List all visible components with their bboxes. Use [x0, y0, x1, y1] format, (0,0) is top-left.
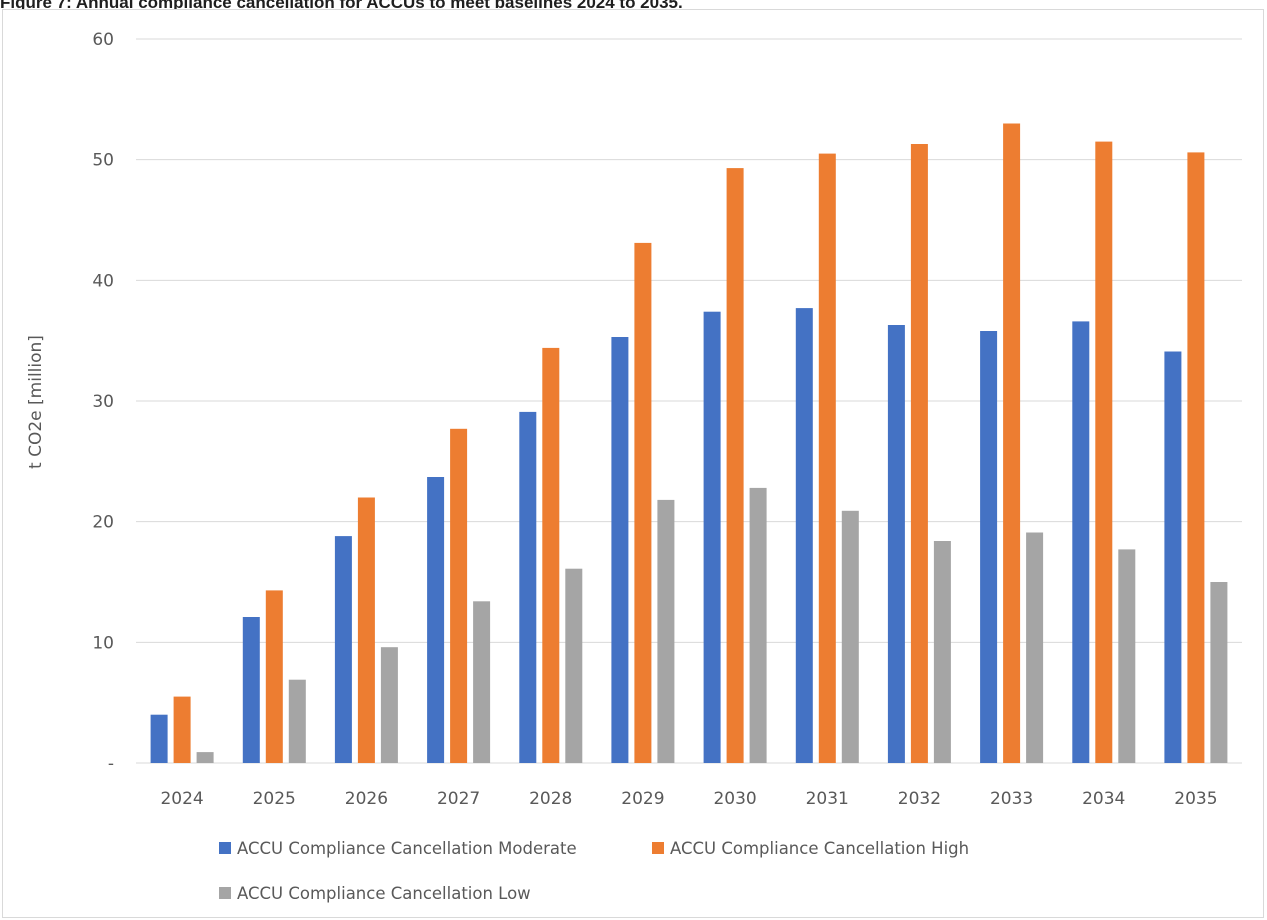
bar-2032-high	[910, 144, 928, 763]
legend-label: ACCU Compliance Cancellation High	[670, 839, 969, 858]
x-axis-ticks: 2024 2025 2026 2027 2028 2029 2030 2031 2032 2033…	[160, 789, 1217, 809]
legend-swatch	[219, 887, 231, 899]
y-tick-label: 30	[92, 392, 114, 412]
bar-2033-low	[1026, 532, 1044, 763]
legend: ACCU Compliance Cancellation Moderate ACC…	[219, 839, 969, 903]
bar-2028-low	[565, 568, 583, 763]
bar-2035-moderate	[1164, 351, 1182, 763]
bar-2030-low	[749, 487, 767, 763]
bar-2028-high	[542, 347, 560, 763]
bar-2029-moderate	[611, 337, 629, 763]
legend-swatch	[219, 842, 231, 854]
legend-item: ACCU Compliance Cancellation High	[652, 839, 969, 858]
bar-2034-moderate	[1072, 321, 1090, 763]
y-axis-title: t CO2e [million]	[26, 335, 46, 469]
bar-2026-low	[380, 647, 398, 763]
chart-frame	[2, 9, 1264, 918]
bar-2029-low	[657, 499, 675, 763]
y-tick-label: 10	[92, 633, 114, 653]
bar-2024-moderate	[150, 714, 168, 763]
bar-2028-moderate	[519, 411, 537, 763]
y-tick-label: -	[108, 754, 114, 774]
bar-2033-moderate	[980, 331, 998, 763]
legend-label: ACCU Compliance Cancellation Moderate	[237, 839, 577, 858]
x-tick-label: 2030	[713, 789, 756, 809]
bar-2032-moderate	[887, 325, 905, 763]
x-tick-label: 2024	[160, 789, 203, 809]
x-tick-label: 2026	[345, 789, 388, 809]
bar-2027-low	[473, 601, 491, 763]
y-tick-label: 20	[92, 513, 114, 533]
x-tick-label: 2029	[621, 789, 664, 809]
bar-2030-moderate	[703, 311, 721, 763]
bar-2024-high	[173, 696, 191, 763]
bar-2030-high	[726, 168, 744, 764]
bar-2031-moderate	[795, 308, 813, 763]
bar-2034-low	[1118, 549, 1136, 763]
bar-2027-high	[450, 428, 468, 763]
bar-2031-low	[841, 510, 859, 763]
legend-item: ACCU Compliance Cancellation Moderate	[219, 839, 577, 858]
x-tick-label: 2035	[1174, 789, 1217, 809]
x-tick-label: 2025	[253, 789, 296, 809]
x-tick-label: 2033	[990, 789, 1033, 809]
legend-swatch	[652, 842, 664, 854]
bar-2034-high	[1095, 141, 1113, 764]
bar-2035-low	[1210, 582, 1228, 763]
y-tick-label: 60	[92, 30, 114, 50]
x-tick-label: 2034	[1082, 789, 1125, 809]
bar-2026-high	[357, 497, 375, 763]
y-tick-label: 50	[92, 151, 114, 171]
bar-2025-moderate	[242, 617, 260, 763]
y-tick-label: 40	[92, 271, 114, 291]
bar-2026-moderate	[334, 536, 352, 763]
x-tick-label: 2028	[529, 789, 572, 809]
bars	[150, 123, 1228, 764]
x-tick-label: 2032	[898, 789, 941, 809]
bar-2033-high	[1003, 123, 1021, 763]
bar-2024-low	[196, 752, 214, 763]
bar-2027-moderate	[427, 477, 445, 763]
legend-item: ACCU Compliance Cancellation Low	[219, 884, 531, 903]
bar-2029-high	[634, 242, 652, 763]
bar-2025-high	[265, 590, 283, 763]
bar-2031-high	[818, 153, 836, 764]
legend-label: ACCU Compliance Cancellation Low	[237, 884, 531, 903]
bar-2032-low	[933, 541, 951, 763]
y-axis-ticks: - 10 20 30 40 50 60	[92, 30, 114, 774]
gridlines	[136, 38, 1242, 764]
bar-2025-low	[288, 679, 306, 763]
bar-2035-high	[1187, 152, 1205, 763]
x-tick-label: 2031	[806, 789, 849, 809]
x-tick-label: 2027	[437, 789, 480, 809]
